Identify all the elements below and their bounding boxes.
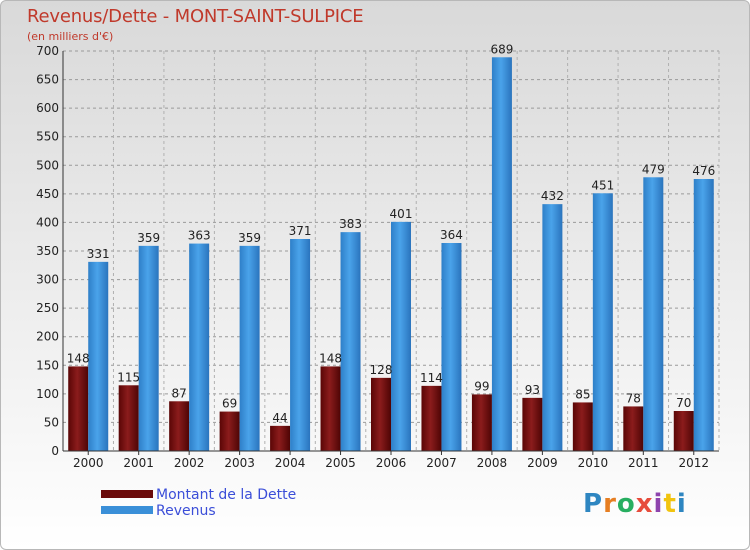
logo-letter: r bbox=[603, 489, 617, 519]
y-tick-label: 700 bbox=[36, 44, 59, 58]
bar-revenus bbox=[491, 57, 512, 452]
x-tick-label: 2010 bbox=[578, 456, 609, 470]
bar-revenus bbox=[340, 232, 361, 451]
y-tick-label: 350 bbox=[36, 244, 59, 258]
bar-revenus bbox=[643, 177, 664, 452]
bar-dette bbox=[623, 406, 644, 451]
y-tick-label: 50 bbox=[44, 415, 59, 429]
x-tick-label: 2007 bbox=[426, 456, 457, 470]
data-label: 689 bbox=[490, 42, 513, 56]
y-tick-label: 200 bbox=[36, 330, 59, 344]
logo-letter: o bbox=[616, 489, 636, 519]
data-label: 87 bbox=[172, 386, 187, 400]
bar-dette bbox=[68, 366, 89, 451]
data-label: 359 bbox=[238, 231, 261, 245]
bar-revenus bbox=[290, 239, 311, 451]
bar-revenus bbox=[542, 204, 563, 451]
data-label: 148 bbox=[319, 351, 342, 365]
bar-dette bbox=[219, 411, 240, 451]
bar-revenus bbox=[239, 245, 260, 451]
bar-revenus bbox=[88, 261, 109, 451]
data-label: 114 bbox=[420, 371, 443, 385]
bar-dette bbox=[118, 385, 139, 451]
bar-revenus bbox=[592, 193, 613, 452]
bar-dette bbox=[522, 397, 543, 451]
legend-swatch-revenus bbox=[101, 506, 153, 514]
x-tick-label: 2008 bbox=[477, 456, 508, 470]
y-tick-label: 550 bbox=[36, 130, 59, 144]
x-tick-label: 2001 bbox=[123, 456, 154, 470]
bar-revenus bbox=[138, 245, 159, 451]
bar-revenus bbox=[391, 221, 411, 451]
y-tick-label: 650 bbox=[36, 73, 59, 87]
data-label: 78 bbox=[626, 391, 641, 405]
data-label: 363 bbox=[188, 229, 211, 243]
bar-dette bbox=[270, 425, 291, 451]
x-tick-label: 2009 bbox=[527, 456, 558, 470]
data-label: 44 bbox=[272, 411, 287, 425]
data-label: 148 bbox=[67, 351, 90, 365]
data-label: 432 bbox=[541, 189, 564, 203]
data-label: 383 bbox=[339, 217, 362, 231]
bar-dette bbox=[421, 385, 442, 451]
x-tick-label: 2011 bbox=[628, 456, 659, 470]
legend-label-debt: Montant de la Dette bbox=[156, 487, 297, 503]
x-tick-label: 2000 bbox=[73, 456, 104, 470]
bar-dette bbox=[169, 401, 190, 451]
data-label: 401 bbox=[390, 207, 413, 221]
bar-revenus bbox=[441, 243, 462, 451]
data-label: 70 bbox=[676, 396, 691, 410]
legend-label-revenus: Revenus bbox=[156, 503, 216, 519]
bar-dette bbox=[673, 411, 694, 451]
data-label: 451 bbox=[591, 178, 614, 192]
y-tick-label: 250 bbox=[36, 301, 59, 315]
data-label: 331 bbox=[87, 247, 110, 261]
y-tick-label: 0 bbox=[51, 444, 59, 458]
logo-letter: i bbox=[676, 489, 687, 519]
chart-title: Revenus/Dette - MONT-SAINT-SULPICE bbox=[27, 6, 364, 27]
data-label: 359 bbox=[137, 231, 160, 245]
bar-dette bbox=[572, 402, 593, 451]
y-tick-label: 300 bbox=[36, 273, 59, 287]
data-label: 476 bbox=[692, 164, 715, 178]
bar-dette bbox=[371, 377, 391, 451]
logo-letter: x bbox=[635, 489, 654, 519]
data-label: 364 bbox=[440, 228, 463, 242]
data-label: 93 bbox=[525, 383, 540, 397]
bar-dette bbox=[471, 394, 492, 451]
data-label: 115 bbox=[117, 370, 140, 384]
y-tick-label: 150 bbox=[36, 358, 59, 372]
bar-dette bbox=[320, 366, 341, 451]
logo-letter: t bbox=[663, 489, 677, 519]
y-tick-label: 450 bbox=[36, 187, 59, 201]
data-label: 479 bbox=[642, 162, 665, 176]
data-label: 69 bbox=[222, 397, 237, 411]
x-tick-label: 2003 bbox=[224, 456, 255, 470]
data-label: 99 bbox=[474, 379, 489, 393]
y-tick-label: 100 bbox=[36, 387, 59, 401]
data-label: 371 bbox=[289, 224, 312, 238]
x-tick-label: 2002 bbox=[174, 456, 205, 470]
bar-revenus bbox=[693, 179, 714, 451]
x-tick-label: 2005 bbox=[325, 456, 356, 470]
y-tick-label: 500 bbox=[36, 158, 59, 172]
logo-letter: i bbox=[653, 489, 664, 519]
bar-revenus bbox=[189, 243, 210, 451]
x-tick-label: 2012 bbox=[678, 456, 709, 470]
legend-swatch-debt bbox=[101, 490, 153, 498]
logo-letter: P bbox=[583, 489, 604, 519]
x-tick-label: 2006 bbox=[376, 456, 407, 470]
y-tick-label: 400 bbox=[36, 215, 59, 229]
x-tick-label: 2004 bbox=[275, 456, 306, 470]
data-label: 128 bbox=[370, 363, 393, 377]
chart-subtitle: (en milliers d'€) bbox=[27, 30, 114, 43]
y-tick-label: 600 bbox=[36, 101, 59, 115]
data-label: 85 bbox=[575, 387, 590, 401]
proxiti-logo: Proxiti bbox=[583, 489, 687, 519]
